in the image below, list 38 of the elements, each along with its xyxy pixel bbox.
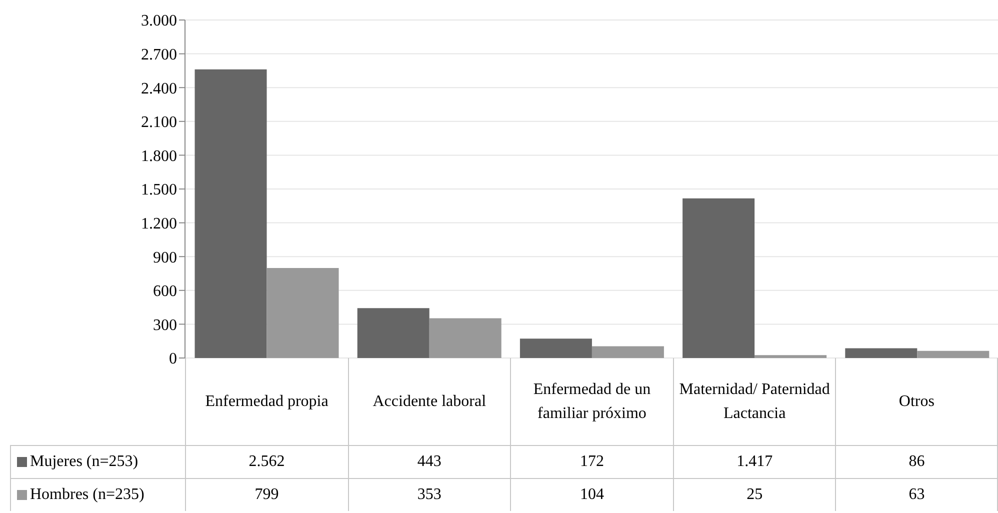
y-tick-label: 1.200 — [141, 215, 177, 232]
x-tick-label: Maternidad/ Paternidad Lactancia — [672, 358, 836, 445]
y-tick-label: 3.000 — [141, 12, 177, 30]
data-label: 1.417 — [672, 445, 836, 478]
x-tick-label: Enfermedad de un familiar próximo — [510, 358, 673, 445]
y-tick-label: 1.800 — [141, 148, 177, 165]
data-label: 172 — [510, 445, 673, 478]
y-tick-label: 2.400 — [141, 80, 177, 98]
data-label: 2.562 — [185, 445, 348, 478]
bar — [917, 350, 990, 358]
y-tick-label: 300 — [153, 316, 177, 334]
data-label: 104 — [510, 478, 673, 511]
y-tick-label: 0 — [169, 350, 177, 368]
legend-label: Mujeres (n=253) — [10, 445, 185, 478]
bar — [429, 318, 502, 358]
y-tick-label: 2.700 — [141, 46, 177, 64]
legend-label: Hombres (n=235) — [10, 478, 185, 511]
y-tick-label: 600 — [153, 283, 177, 300]
bar — [682, 198, 755, 358]
bar — [754, 355, 827, 358]
bar — [845, 348, 918, 358]
bar — [520, 338, 592, 358]
x-tick-label: Enfermedad propia — [185, 358, 348, 445]
data-label: 353 — [348, 478, 510, 511]
bar — [592, 346, 664, 358]
bar — [357, 308, 430, 358]
data-label: 443 — [348, 445, 510, 478]
bar — [266, 268, 339, 358]
x-tick-label: Accidente laboral — [348, 358, 510, 445]
y-tick-label: 1.500 — [141, 182, 177, 199]
y-tick-label: 2.100 — [141, 114, 177, 132]
data-label: 63 — [835, 478, 998, 511]
x-tick-label: Otros — [835, 358, 998, 445]
bar — [194, 69, 267, 358]
data-label: 86 — [835, 445, 998, 478]
y-tick-label: 900 — [153, 249, 177, 266]
data-label: 799 — [185, 478, 348, 511]
data-label: 25 — [672, 478, 836, 511]
